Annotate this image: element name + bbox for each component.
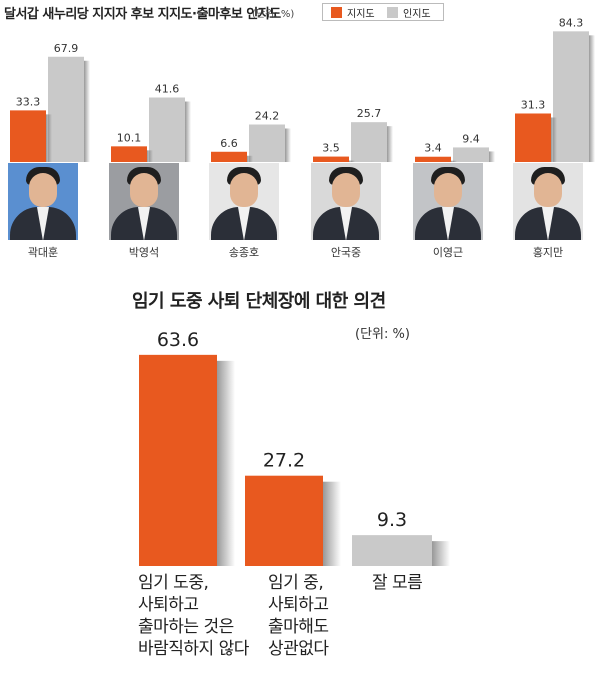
- bar-shadow: [46, 114, 52, 162]
- value-label-support: 3.4: [424, 142, 442, 155]
- opinion-value-label: 27.2: [263, 450, 305, 472]
- value-label-support: 6.6: [220, 137, 238, 150]
- bar-support: [313, 156, 349, 162]
- bar-shadow: [217, 360, 235, 566]
- candidate-name: 홍지만: [532, 246, 564, 259]
- bar-awareness: [249, 124, 285, 162]
- candidate-photo: [109, 163, 179, 240]
- opinion-bar: [245, 475, 323, 566]
- chart1-unit: (단위: %): [252, 9, 295, 20]
- value-label-awareness: 84.3: [559, 16, 584, 29]
- opinion-bar: [352, 535, 432, 566]
- bar-support: [10, 110, 46, 162]
- bar-shadow: [185, 101, 191, 162]
- bar-shadow: [589, 35, 595, 162]
- bar-shadow: [451, 160, 457, 162]
- option-label: 잘 모름: [372, 573, 423, 593]
- option-label: 임기 도중, 사퇴하고 출마하는 것은 바람직하지 않다: [138, 573, 249, 659]
- bar-shadow: [387, 126, 393, 162]
- legend-label-awareness: 인지도: [403, 9, 431, 20]
- bar-shadow: [323, 481, 341, 566]
- bar-awareness: [149, 97, 185, 162]
- bar-awareness: [553, 31, 589, 163]
- opinion-value-label: 63.6: [157, 329, 199, 351]
- opinion-bar: [139, 354, 217, 566]
- legend-swatch-awareness: [387, 7, 398, 18]
- bar-support: [415, 156, 451, 162]
- bar-awareness: [351, 122, 387, 162]
- bar-awareness: [453, 147, 489, 162]
- legend-swatch-support: [331, 7, 342, 18]
- bar-shadow: [147, 150, 153, 162]
- candidate-name: 박영석: [128, 246, 160, 259]
- opinion-value-label: 9.3: [377, 509, 407, 531]
- bar-shadow: [84, 60, 90, 162]
- option-label: 임기 중, 사퇴하고 출마해도 상관없다: [268, 573, 329, 659]
- value-label-support: 33.3: [16, 95, 41, 108]
- candidate-photo: [513, 163, 583, 240]
- value-label-awareness: 41.6: [155, 83, 180, 96]
- bar-shadow: [551, 117, 557, 162]
- value-label-awareness: 9.4: [462, 132, 480, 145]
- candidate-photo: [8, 163, 78, 240]
- bar-support: [211, 151, 247, 162]
- bar-shadow: [247, 155, 253, 162]
- bar-support: [515, 113, 551, 162]
- bar-shadow: [489, 151, 495, 162]
- value-label-support: 10.1: [117, 131, 142, 144]
- bar-shadow: [432, 541, 450, 566]
- candidate-name: 안국중: [330, 246, 362, 259]
- bar-shadow: [285, 128, 291, 162]
- bar-awareness: [48, 56, 84, 162]
- value-label-awareness: 24.2: [255, 109, 280, 122]
- chart2-unit: (단위: %): [355, 327, 410, 342]
- legend-label-support: 지지도: [347, 9, 375, 20]
- candidate-name: 이영근: [432, 246, 464, 259]
- candidate-photo: [209, 163, 279, 240]
- chart2-title: 임기 도중 사퇴 단체장에 대한 의견: [132, 291, 386, 312]
- value-label-support: 31.3: [521, 98, 546, 111]
- value-label-support: 3.5: [322, 142, 340, 155]
- chart1-title: 달서갑 새누리당 지지자 후보 지지도·출마후보 인지도: [4, 7, 281, 22]
- candidate-name: 곽대훈: [27, 246, 59, 259]
- candidate-name: 송종호: [228, 246, 260, 259]
- bar-shadow: [349, 160, 355, 162]
- candidate-photo: [311, 163, 381, 240]
- value-label-awareness: 67.9: [54, 42, 79, 55]
- candidate-photo: [413, 163, 483, 240]
- value-label-awareness: 25.7: [357, 107, 382, 120]
- chart1-legend: 지지도 인지도: [322, 3, 444, 21]
- bar-support: [111, 146, 147, 162]
